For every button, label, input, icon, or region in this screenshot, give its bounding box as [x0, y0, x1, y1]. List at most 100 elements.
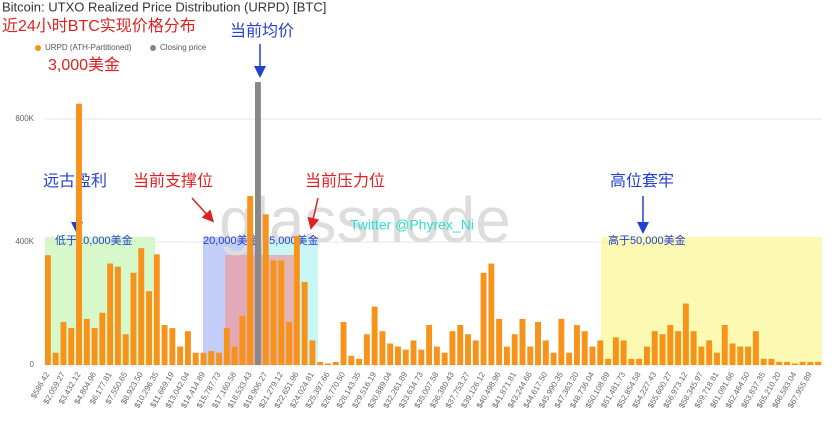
bar — [301, 281, 308, 365]
bar — [597, 340, 604, 365]
bar — [325, 363, 331, 365]
chart-title: Bitcoin: UTXO Realized Price Distributio… — [2, 0, 326, 14]
bar — [519, 318, 526, 365]
bar — [177, 346, 184, 365]
watermark-text: Twitter @Phyrex_Ni — [350, 217, 474, 233]
bar — [161, 325, 168, 365]
bar — [208, 351, 215, 365]
bar — [558, 318, 565, 365]
bar — [643, 346, 650, 365]
bar — [503, 346, 510, 365]
bar — [620, 340, 627, 365]
bar — [589, 346, 596, 365]
bar — [791, 363, 798, 365]
legend-label: URPD (ATH-Partitioned) — [45, 43, 132, 52]
bar — [402, 349, 409, 365]
bar — [138, 248, 145, 365]
bar — [690, 331, 697, 365]
bar — [745, 346, 752, 365]
bar — [566, 352, 573, 365]
bar — [60, 321, 67, 365]
bar — [472, 340, 479, 365]
bar — [52, 352, 59, 365]
zone-label: 20,000美金 — [203, 233, 259, 247]
bar — [76, 103, 82, 365]
bar — [44, 255, 51, 365]
bar — [815, 361, 822, 365]
legend-marker — [35, 45, 41, 51]
arrow — [191, 197, 215, 223]
bar — [480, 272, 487, 365]
annotation: 当前均价 — [230, 22, 294, 40]
bar — [317, 361, 324, 365]
bar — [192, 352, 199, 365]
bar — [496, 318, 503, 365]
bar — [387, 343, 394, 365]
legend-marker — [150, 45, 156, 51]
bar — [68, 328, 75, 365]
bar — [184, 331, 191, 365]
bar — [114, 266, 121, 365]
bar — [799, 361, 806, 365]
bar — [410, 340, 417, 365]
bar — [146, 291, 152, 365]
bar — [752, 331, 759, 365]
bar — [91, 328, 98, 365]
bar — [550, 352, 557, 365]
bar — [667, 325, 674, 365]
bar — [511, 334, 518, 365]
bar — [527, 346, 534, 365]
bar — [418, 349, 425, 365]
bar — [457, 325, 464, 365]
bar — [659, 334, 666, 365]
bar — [581, 331, 588, 365]
bar — [573, 325, 580, 365]
legend-label: Closing price — [160, 43, 207, 52]
annotation: 3,000美金 — [48, 56, 120, 74]
y-tick-label: 0 — [30, 360, 35, 369]
bar — [293, 235, 300, 365]
bar — [729, 343, 736, 365]
bar — [488, 263, 495, 365]
bar — [612, 337, 619, 365]
annotation: 当前压力位 — [305, 172, 385, 190]
bar — [535, 321, 541, 365]
bar — [760, 358, 767, 365]
bar — [286, 321, 293, 365]
bar — [332, 361, 339, 365]
bar — [628, 358, 635, 365]
bar — [651, 331, 658, 365]
annotation: 远古盈利 — [43, 172, 107, 190]
bar — [348, 355, 355, 365]
bar — [605, 358, 612, 365]
bar — [706, 340, 713, 365]
bar — [698, 346, 705, 365]
bar — [433, 346, 440, 365]
bar — [254, 82, 261, 365]
bar — [371, 306, 378, 365]
bar — [239, 315, 246, 365]
bar — [122, 334, 129, 365]
bar — [807, 361, 814, 365]
bar — [379, 331, 386, 365]
bar — [636, 358, 643, 365]
bar — [714, 352, 720, 365]
bar — [200, 352, 207, 365]
bar — [721, 325, 728, 365]
bar — [216, 352, 223, 365]
bar — [309, 340, 316, 365]
y-tick-label: 800K — [15, 114, 34, 123]
bar — [153, 254, 160, 365]
bar — [169, 328, 176, 365]
bar — [776, 361, 783, 365]
subtitle: 近24小时BTC实现价格分布 — [2, 17, 196, 35]
annotation: 当前支撑位 — [133, 172, 213, 190]
bar — [449, 331, 456, 365]
bar — [278, 260, 285, 365]
bar — [223, 328, 230, 365]
arrow — [307, 197, 320, 230]
bar — [784, 361, 790, 365]
bar — [247, 195, 254, 365]
bar — [340, 321, 347, 365]
